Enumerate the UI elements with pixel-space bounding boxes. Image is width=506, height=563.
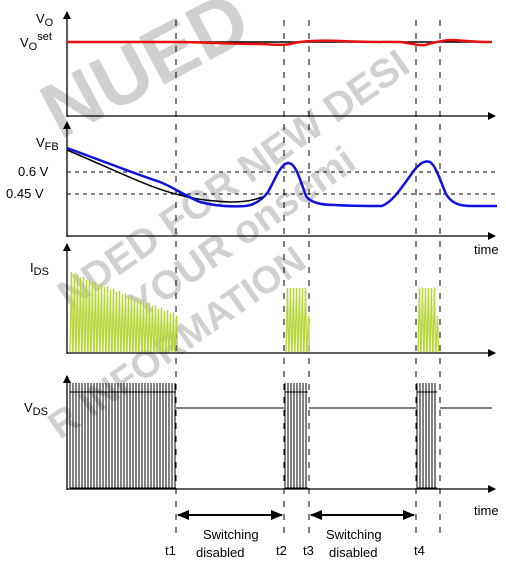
ids-pulse [100, 283, 104, 353]
ids-pulse [76, 274, 80, 353]
bottom-annotations: time time Switching disabled Switching d… [165, 242, 499, 560]
sw1-line2: disabled [196, 545, 244, 560]
ids-pulse [112, 288, 116, 353]
ids-pulse [166, 310, 170, 353]
ids-pulse [436, 315, 440, 353]
vfb-06-label: 0.6 V [18, 164, 49, 179]
vfb-trace [66, 146, 497, 208]
ids-pulse [433, 287, 437, 353]
ids-pulse [106, 286, 110, 353]
panel-vfb: VFB 0.6 V 0.45 V [6, 121, 497, 240]
ids-pulse [145, 303, 149, 353]
vfb-label: VFB [36, 135, 59, 153]
ids-pulse [133, 298, 137, 353]
vds-pulse-trains [69, 383, 437, 489]
ids-pulse [136, 298, 140, 353]
panel-vo: VO VOset [20, 11, 496, 120]
ids-pulse [97, 284, 101, 353]
sw1-line1: Switching [203, 527, 259, 542]
ids-pulse [79, 277, 83, 353]
ids-pulse [298, 287, 302, 353]
ids-pulse [430, 287, 434, 353]
t4-label: t4 [414, 543, 425, 558]
panel-vds: VDS [24, 375, 496, 493]
ids-pulse [163, 310, 167, 353]
ids-pulse [139, 301, 143, 353]
t3-label: t3 [303, 543, 314, 558]
ids-pulse-trains [69, 271, 440, 353]
sw2-line1: Switching [326, 527, 382, 542]
ids-pulse [118, 291, 122, 353]
ids-pulse [307, 315, 311, 353]
ids-pulse [148, 302, 152, 353]
ids-pulse [292, 287, 296, 353]
ids-pulse [151, 306, 155, 353]
ids-pulse [73, 275, 77, 353]
ids-pulse [115, 291, 119, 353]
ids-pulse [121, 294, 125, 353]
ids-pulse [172, 312, 176, 353]
watermark: NUED NDED FOR NEW DESI YOUR onsemi R INF… [27, 0, 418, 447]
ids-pulse [418, 287, 422, 353]
ids-pulse [424, 287, 428, 353]
vds-label: VDS [24, 400, 48, 418]
ids-pulse [127, 296, 131, 353]
ids-label: IDS [30, 260, 49, 278]
time-markers [175, 20, 441, 535]
ids-pulse [85, 279, 89, 353]
vo-trace [67, 38, 493, 47]
t1-label: t1 [165, 543, 176, 558]
ids-pulse [70, 271, 74, 353]
ids-pulse [109, 289, 113, 353]
ids-pulse [304, 287, 308, 353]
vfb-045-label: 0.45 V [6, 186, 44, 201]
sw2-line2: disabled [329, 545, 377, 560]
ids-pulse [82, 276, 86, 353]
watermark-line1: NUED [27, 0, 263, 155]
t2-label: t2 [276, 543, 287, 558]
ids-pulse [427, 287, 431, 353]
ids-pulse [88, 279, 92, 353]
ids-pulse [130, 295, 134, 353]
voset-label: VOset [20, 31, 52, 53]
ids-pulse [91, 282, 95, 353]
ids-pulse [103, 287, 107, 353]
panel-ids: IDS [30, 243, 496, 357]
vo-label: VO [36, 11, 54, 29]
ids-pulse [289, 287, 293, 353]
ids-pulse [157, 308, 161, 353]
time-label-2: time [474, 503, 499, 518]
ids-pulse [169, 313, 173, 353]
ids-pulse [160, 307, 164, 353]
ids-pulse [175, 315, 179, 353]
ids-pulse [124, 293, 128, 353]
ids-pulse [94, 281, 98, 353]
ids-pulse [142, 300, 146, 353]
ids-pulse [421, 287, 425, 353]
ids-pulse [154, 305, 158, 353]
ids-pulse [301, 287, 305, 353]
ids-pulse [286, 287, 290, 353]
ids-pulse [295, 287, 299, 353]
time-label-1: time [474, 242, 499, 257]
